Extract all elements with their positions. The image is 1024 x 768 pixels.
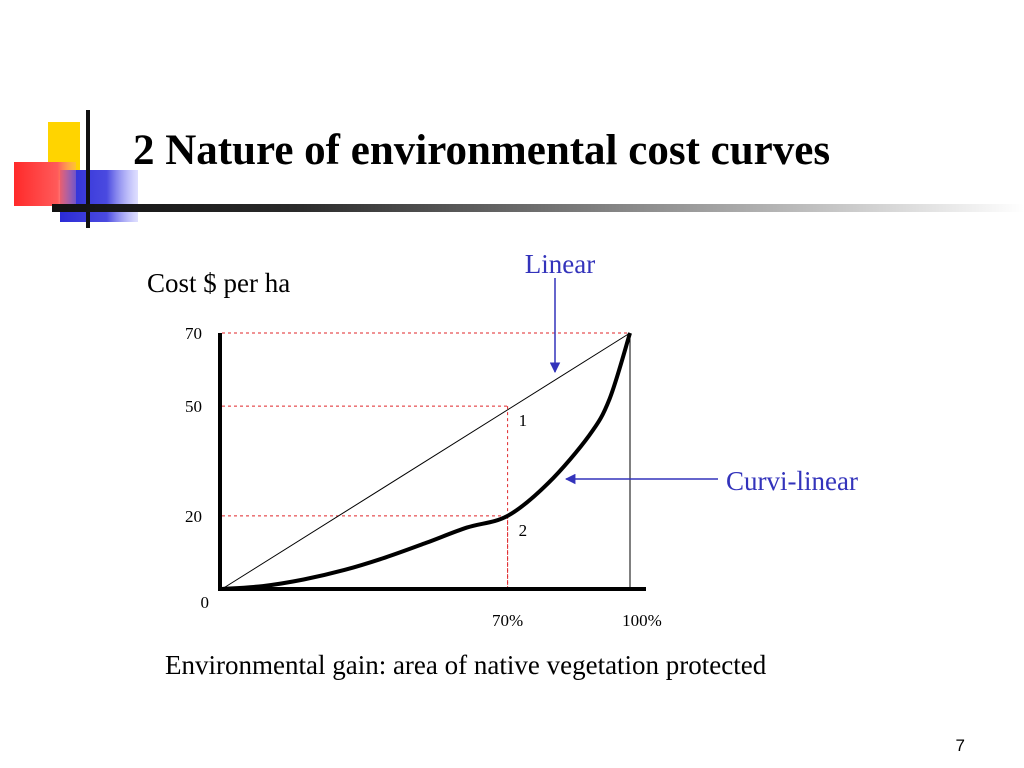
- point-label-2: 2: [519, 521, 528, 540]
- y-axis-label: Cost $ per ha: [147, 268, 291, 298]
- y-tick-label-0: 0: [201, 593, 210, 612]
- slide-title: 2 Nature of environmental cost curves: [133, 127, 831, 174]
- x-axis-label: Environmental gain: area of native veget…: [165, 650, 767, 680]
- point-labels: 12: [519, 411, 528, 540]
- guide-lines: [222, 332, 631, 589]
- logo-red-square: [14, 162, 76, 206]
- y-tick-label-20: 20: [185, 507, 202, 526]
- page-number: 7: [955, 736, 965, 755]
- y-tick-label-70: 70: [185, 324, 202, 343]
- series-line-linear: [221, 332, 631, 590]
- series-line-curvi-linear: [221, 332, 632, 591]
- axes: [218, 333, 646, 591]
- series-annotations: Linear Curvi-linear: [525, 249, 858, 496]
- slide-logo: [14, 110, 138, 228]
- title-underline: [52, 204, 1024, 212]
- x-tick-label-100: 100%: [622, 611, 662, 630]
- annotation-curvi-linear-label: Curvi-linear: [726, 466, 858, 496]
- x-tick-label-70: 70%: [492, 611, 523, 630]
- logo-vertical-bar: [86, 110, 90, 228]
- y-tick-label-50: 50: [185, 397, 202, 416]
- point-label-1: 1: [519, 411, 528, 430]
- tick-labels: 0 20 50 70 70% 100%: [185, 324, 662, 630]
- annotation-linear-label: Linear: [525, 249, 595, 279]
- series-lines: [221, 332, 632, 591]
